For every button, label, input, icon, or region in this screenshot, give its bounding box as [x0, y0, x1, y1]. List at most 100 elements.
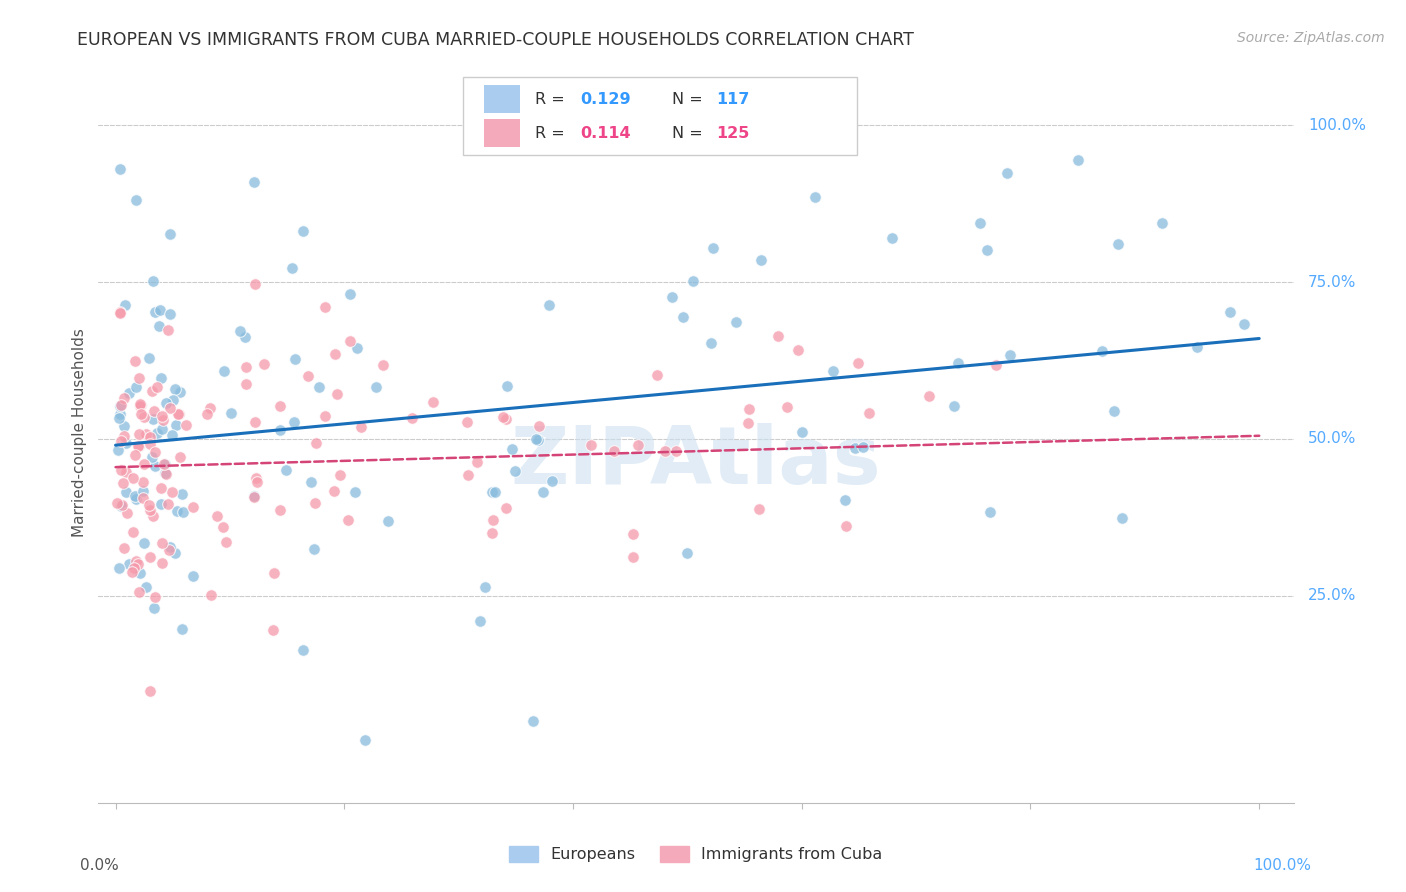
Point — [105, 496, 128, 510]
Point — [337, 513, 360, 527]
Point — [134, 536, 156, 550]
Point — [465, 455, 488, 469]
Point — [852, 440, 875, 454]
Point — [522, 714, 544, 729]
Text: 75.0%: 75.0% — [1308, 275, 1357, 290]
Point — [737, 416, 759, 430]
Point — [283, 416, 305, 430]
Text: N =: N = — [672, 92, 709, 106]
Point — [738, 402, 761, 417]
Point — [339, 334, 361, 349]
Point — [121, 524, 143, 539]
Point — [112, 429, 135, 443]
Point — [1066, 153, 1088, 167]
Point — [110, 399, 132, 413]
Point — [108, 407, 131, 421]
Point — [162, 392, 184, 407]
Y-axis label: Married-couple Households: Married-couple Households — [72, 328, 87, 537]
Point — [141, 384, 163, 399]
Point — [111, 499, 134, 513]
Point — [108, 411, 131, 425]
Point — [243, 175, 266, 189]
Text: N =: N = — [672, 126, 709, 141]
Point — [138, 430, 160, 444]
Point — [124, 354, 146, 368]
Point — [682, 274, 704, 288]
Point — [627, 438, 650, 452]
Point — [661, 290, 683, 304]
Point — [125, 194, 148, 208]
Point — [135, 426, 157, 441]
Point — [1152, 216, 1174, 230]
Text: Source: ZipAtlas.com: Source: ZipAtlas.com — [1237, 31, 1385, 45]
Point — [159, 541, 181, 555]
Point — [339, 287, 361, 301]
Point — [749, 253, 772, 268]
Point — [122, 561, 145, 575]
Point — [110, 463, 132, 477]
Point — [146, 379, 169, 393]
Point — [124, 489, 146, 503]
Point — [112, 391, 135, 405]
Point — [127, 557, 149, 571]
Point — [112, 476, 135, 491]
Point — [364, 380, 387, 394]
Point — [142, 274, 165, 288]
Point — [121, 471, 143, 485]
Point — [621, 550, 644, 565]
Point — [221, 406, 243, 420]
Point — [1091, 343, 1114, 358]
Point — [143, 459, 166, 474]
Point — [138, 499, 160, 513]
Point — [166, 407, 188, 421]
Point — [132, 484, 155, 499]
Point — [343, 484, 366, 499]
Point — [314, 300, 336, 314]
Point — [235, 377, 257, 392]
Point — [422, 394, 444, 409]
Point — [482, 513, 505, 527]
Point — [1104, 404, 1126, 418]
Text: 100.0%: 100.0% — [1253, 858, 1312, 873]
Point — [149, 497, 172, 511]
Text: R =: R = — [534, 126, 569, 141]
Text: R =: R = — [534, 92, 569, 106]
Point — [118, 385, 141, 400]
Point — [166, 504, 188, 518]
Point — [200, 589, 222, 603]
Point — [297, 368, 319, 383]
Point — [603, 443, 626, 458]
Point — [484, 485, 506, 500]
Point — [492, 409, 515, 424]
Point — [253, 357, 276, 371]
Point — [786, 343, 808, 357]
Point — [167, 408, 190, 422]
Point — [115, 485, 138, 500]
Point — [143, 304, 166, 318]
Point — [143, 600, 166, 615]
Point — [139, 436, 162, 450]
Point — [155, 395, 177, 409]
Point — [159, 307, 181, 321]
Point — [110, 162, 132, 177]
Point — [139, 549, 162, 564]
FancyBboxPatch shape — [485, 85, 520, 113]
Point — [112, 541, 135, 555]
Point — [1219, 305, 1241, 319]
Point — [115, 465, 138, 479]
Point — [986, 358, 1008, 372]
Point — [110, 499, 132, 513]
Point — [457, 468, 479, 483]
Point — [823, 363, 845, 377]
Point — [149, 371, 172, 385]
Point — [135, 580, 157, 594]
Point — [121, 565, 143, 579]
Point — [495, 500, 517, 515]
Point — [163, 382, 186, 396]
Point — [115, 506, 138, 520]
Point — [748, 502, 770, 516]
Text: 0.129: 0.129 — [581, 92, 631, 106]
Point — [195, 407, 218, 421]
Point — [325, 386, 347, 401]
Point — [245, 471, 267, 485]
